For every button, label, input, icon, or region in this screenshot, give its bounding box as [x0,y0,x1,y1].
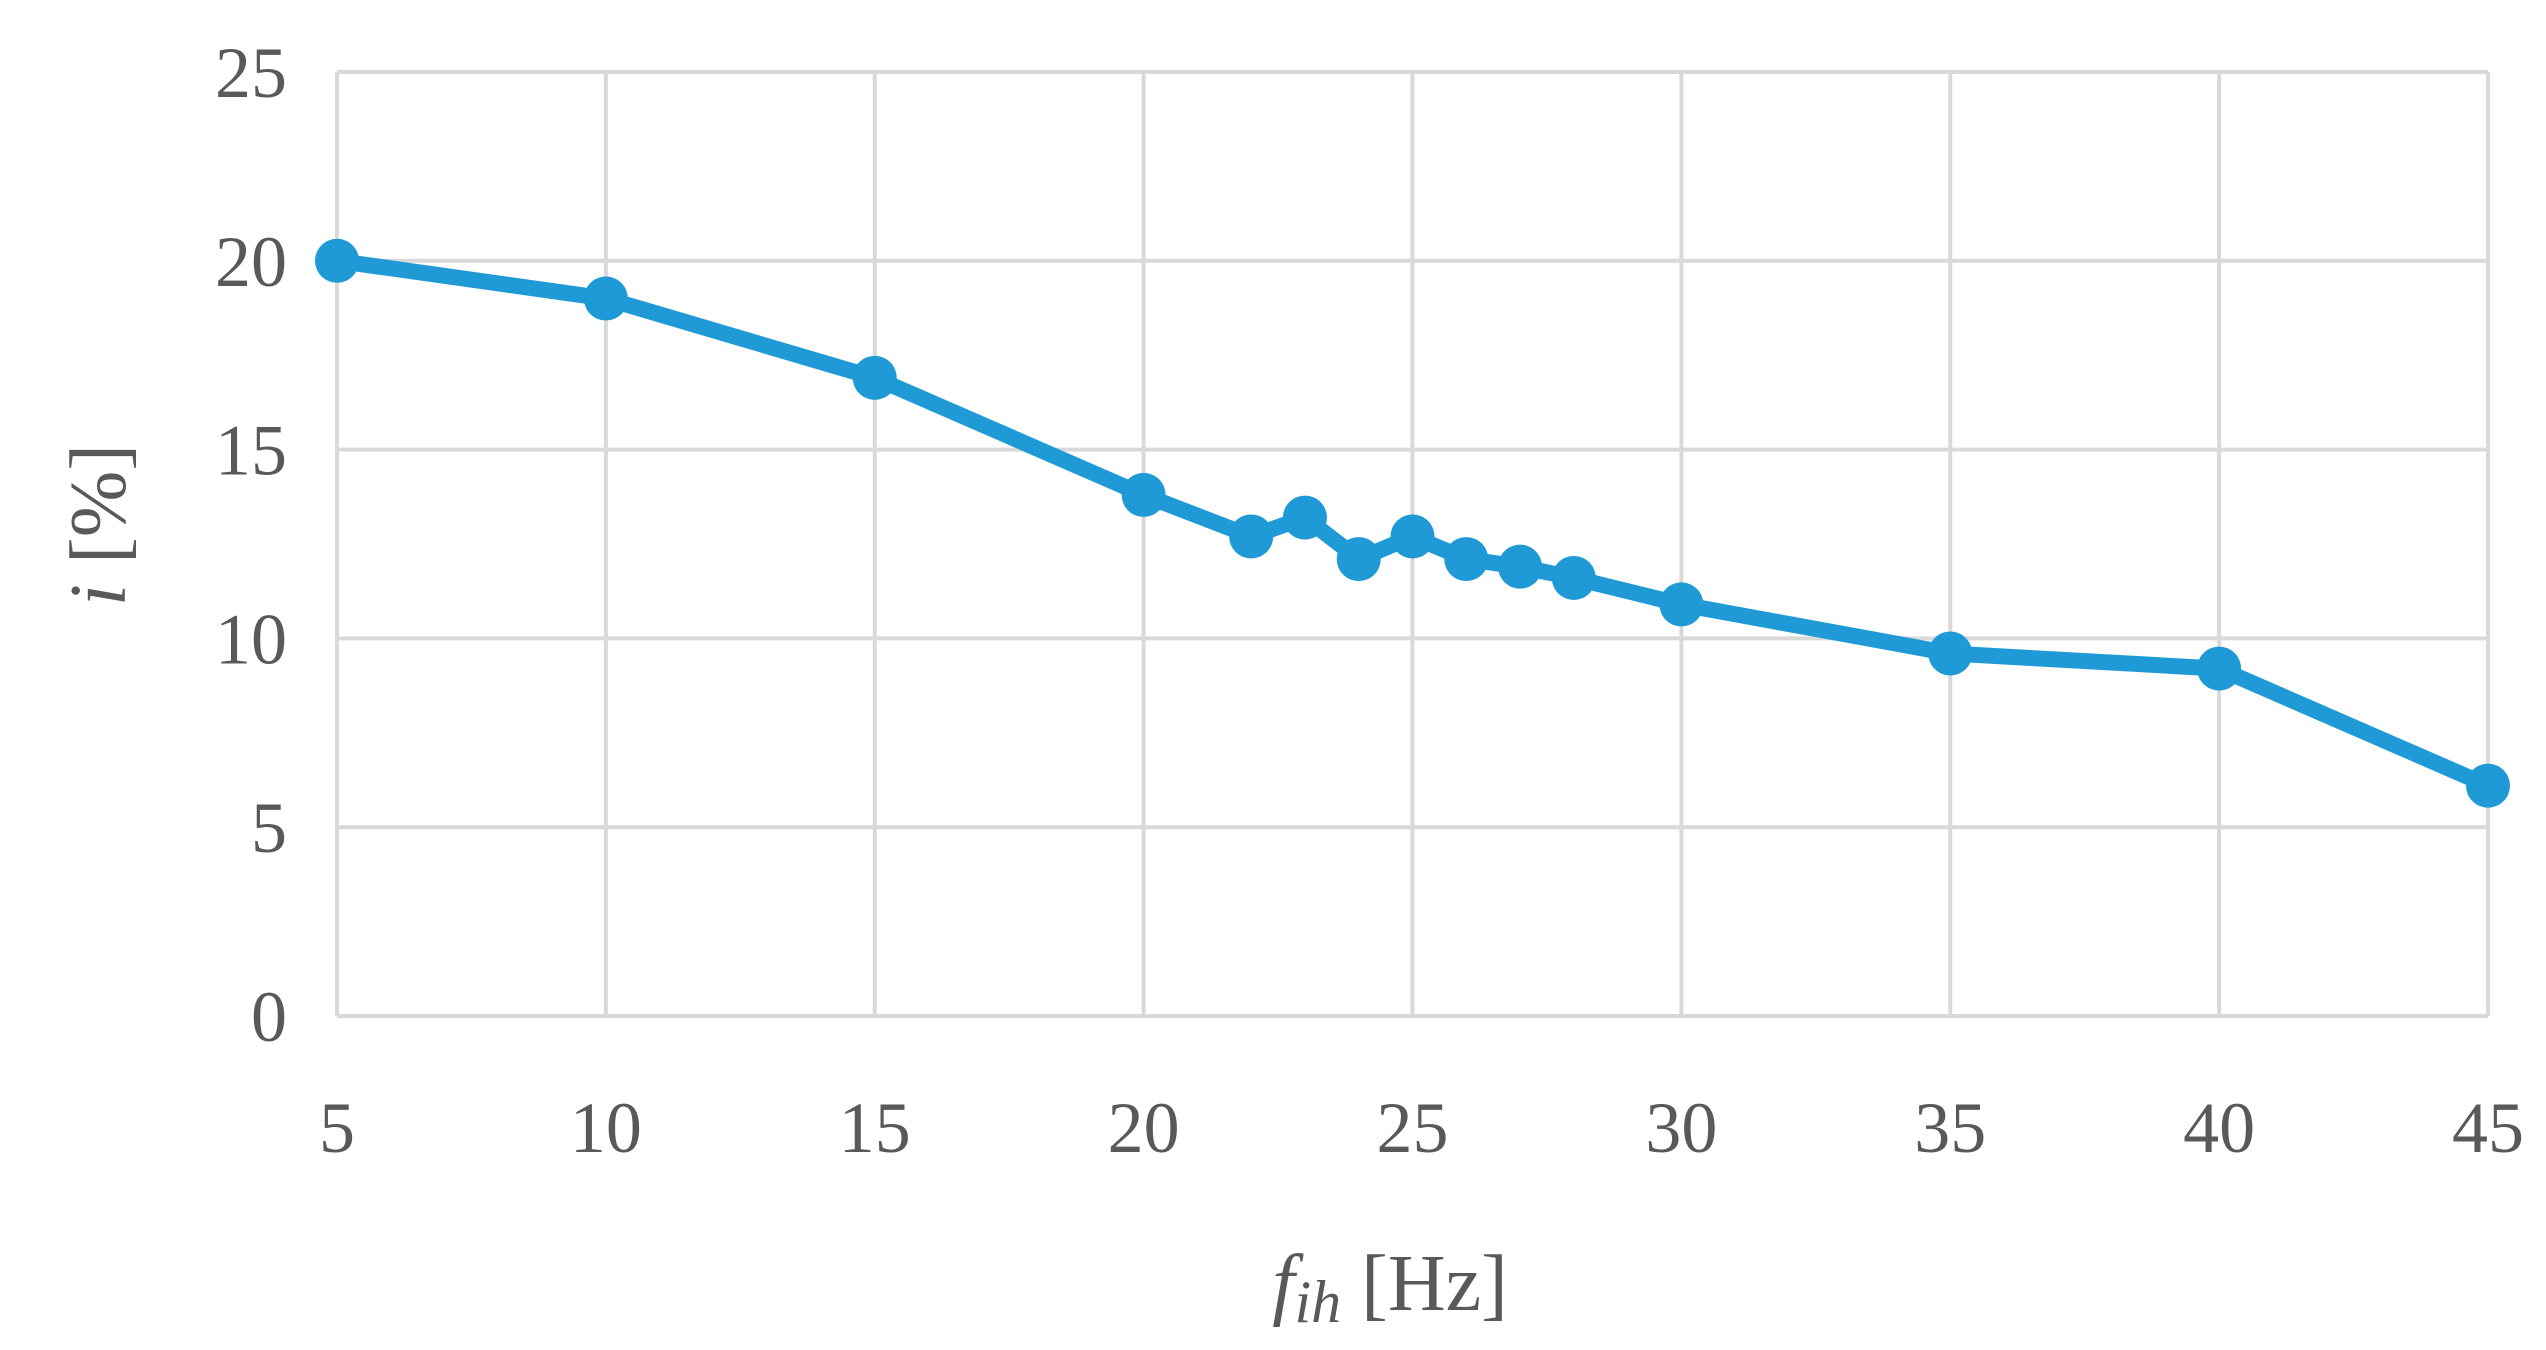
y-axis-variable: i [55,584,143,606]
x-tick-label-8: 45 [2452,1088,2524,1168]
y-tick-label-4: 20 [215,222,287,302]
y-axis-tick-labels: 0 5 10 15 20 25 [215,33,287,1057]
y-tick-label-1: 5 [251,788,287,868]
y-tick-label-5: 25 [215,33,287,113]
y-tick-label-3: 15 [215,411,287,491]
x-tick-label-4: 25 [1377,1088,1449,1168]
series-0-point-1 [583,276,628,321]
x-axis-unit: [Hz] [1341,1240,1508,1328]
series-0-point-5 [1282,495,1327,540]
x-axis-title: fih [Hz] [1272,1240,1507,1335]
y-axis-title: i [%] [55,444,143,606]
x-axis-tick-labels: 5 10 15 20 25 30 35 40 45 [319,1088,2524,1168]
series-0-point-3 [1121,472,1166,517]
series-0-point-4 [1229,514,1274,559]
x-tick-label-5: 30 [1645,1088,1717,1168]
x-tick-label-0: 5 [319,1088,355,1168]
series-0-point-10 [1551,555,1596,600]
y-tick-label-0: 0 [251,977,287,1057]
y-tick-label-2: 10 [215,599,287,679]
horizontal-gridlines [337,70,2488,1018]
series-0-point-9 [1498,544,1543,589]
series-0-point-6 [1336,537,1381,582]
series-group [315,238,2510,808]
series-0-point-0 [315,238,359,283]
series-0-point-12 [1928,631,1973,676]
series-0-point-11 [1659,582,1704,627]
series-0-point-13 [2197,646,2242,691]
x-axis-variable-subscript: ih [1295,1269,1342,1335]
series-0-point-8 [1444,537,1489,582]
x-tick-label-7: 40 [2183,1088,2255,1168]
x-tick-label-1: 10 [570,1088,642,1168]
x-tick-label-2: 15 [839,1088,911,1168]
series-0-point-14 [2466,763,2510,808]
x-tick-label-6: 35 [1914,1088,1986,1168]
series-0-point-2 [852,355,897,400]
series-0-point-7 [1390,514,1435,559]
x-tick-label-3: 20 [1108,1088,1180,1168]
y-axis-unit: [%] [55,444,143,584]
